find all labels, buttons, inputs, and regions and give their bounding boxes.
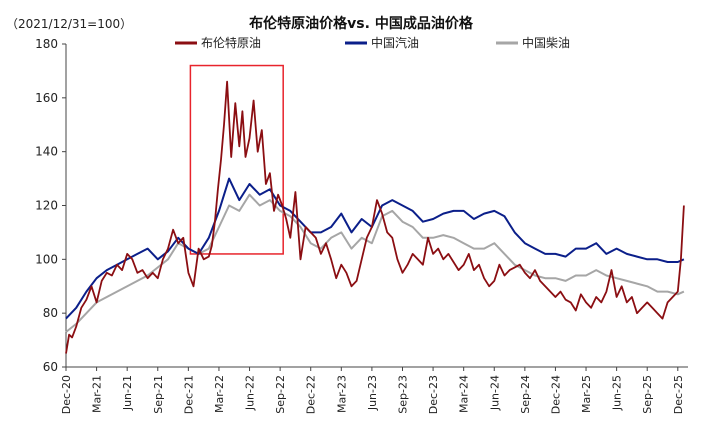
x-tick-label: Mar-23 [335, 375, 348, 413]
chart-note: （2021/12/31=100） [6, 17, 132, 31]
x-tick-label: Jun-22 [244, 375, 257, 411]
series-line-2 [65, 193, 685, 333]
x-tick-label: Dec-25 [672, 375, 685, 414]
highlight-layer [189, 64, 284, 255]
x-tick-label: Sep-22 [274, 375, 287, 414]
y-tick-label: 140 [35, 145, 58, 159]
x-tick-label: Sep-21 [152, 375, 165, 414]
y-tick-label: 160 [35, 91, 58, 105]
legend-label-2: 中国柴油 [522, 35, 570, 50]
x-tick-label: Dec-21 [182, 375, 195, 414]
y-tick-label: 60 [43, 360, 58, 374]
legend-label-0: 布伦特原油 [201, 35, 261, 50]
x-tick-label: Mar-22 [213, 375, 226, 413]
x-tick-label: Mar-24 [458, 375, 471, 413]
x-tick-label: Sep-24 [519, 375, 532, 414]
x-tick-label: Dec-22 [305, 375, 318, 414]
y-tick-label: 100 [35, 252, 58, 266]
x-tick-label: Dec-20 [60, 375, 73, 414]
chart-title: 布伦特原油价格vs. 中国成品油价格 [249, 15, 474, 32]
y-tick-label: 80 [43, 306, 58, 320]
y-tick-label: 180 [35, 37, 58, 51]
x-tick-label: Dec-24 [549, 375, 562, 414]
series-layer [65, 80, 685, 354]
x-tick-label: Jun-21 [121, 375, 134, 411]
x-tick-label: Sep-23 [396, 375, 409, 414]
x-tick-label: Sep-25 [641, 375, 654, 414]
series-line-1 [65, 177, 685, 320]
x-tick-label: Mar-25 [580, 375, 593, 413]
x-tick-label: Dec-23 [427, 375, 440, 414]
x-tick-label: Jun-23 [366, 375, 379, 411]
x-tick-label: Jun-24 [488, 375, 501, 411]
y-tick-label: 120 [35, 199, 58, 213]
highlight-box [189, 64, 284, 255]
axes: 60 80 100 120 140 160 180 Dec-20 Mar-21 Jun-21 Sep… [35, 37, 688, 414]
x-tick-label: Mar-21 [91, 375, 104, 413]
series-line-0 [65, 80, 685, 354]
legend-label-1: 中国汽油 [371, 35, 419, 50]
legend: 布伦特原油 中国汽油 中国柴油 [175, 35, 570, 50]
x-tick-label: Jun-25 [611, 375, 624, 411]
